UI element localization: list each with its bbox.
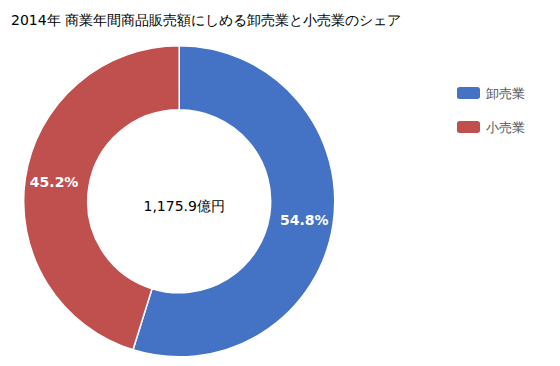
- svg-text:1,175.9億円: 1,175.9億円: [143, 198, 224, 214]
- svg-text:2014年 商業年間商品販売額にしめる卸売業と小売業のシェア: 2014年 商業年間商品販売額にしめる卸売業と小売業のシェア: [11, 12, 401, 28]
- svg-text:卸売業: 卸売業: [486, 86, 525, 101]
- svg-text:54.8%: 54.8%: [280, 212, 329, 228]
- svg-text:45.2%: 45.2%: [30, 174, 79, 190]
- svg-text:小売業: 小売業: [486, 120, 525, 135]
